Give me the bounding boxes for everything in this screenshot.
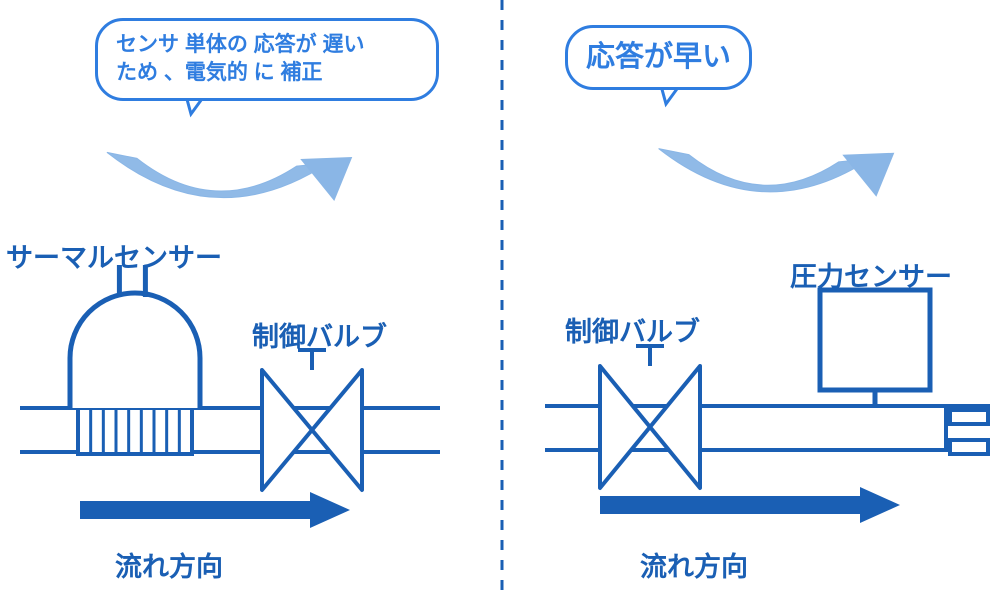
left-bubble-line1: センサ 単体の 応答が 遅い <box>116 31 418 59</box>
pressure-sensor-label: 圧力センサー <box>790 255 952 294</box>
left-bubble-line2: ため 、電気的 に 補正 <box>116 59 418 87</box>
right-flow-direction-label: 流れ方向 <box>640 545 748 584</box>
right-control-valve-label: 制御バルブ <box>565 310 700 349</box>
right-bubble-text: 応答が早い <box>586 41 731 73</box>
left-flow-direction-label: 流れ方向 <box>115 545 223 584</box>
right-speech-bubble: 応答が早い <box>565 25 752 90</box>
thermal-sensor-label: サーマルセンサー <box>6 236 222 275</box>
left-speech-bubble: センサ 単体の 応答が 遅い ため 、電気的 に 補正 <box>95 18 439 101</box>
left-control-valve-label: 制御バルブ <box>252 315 387 354</box>
